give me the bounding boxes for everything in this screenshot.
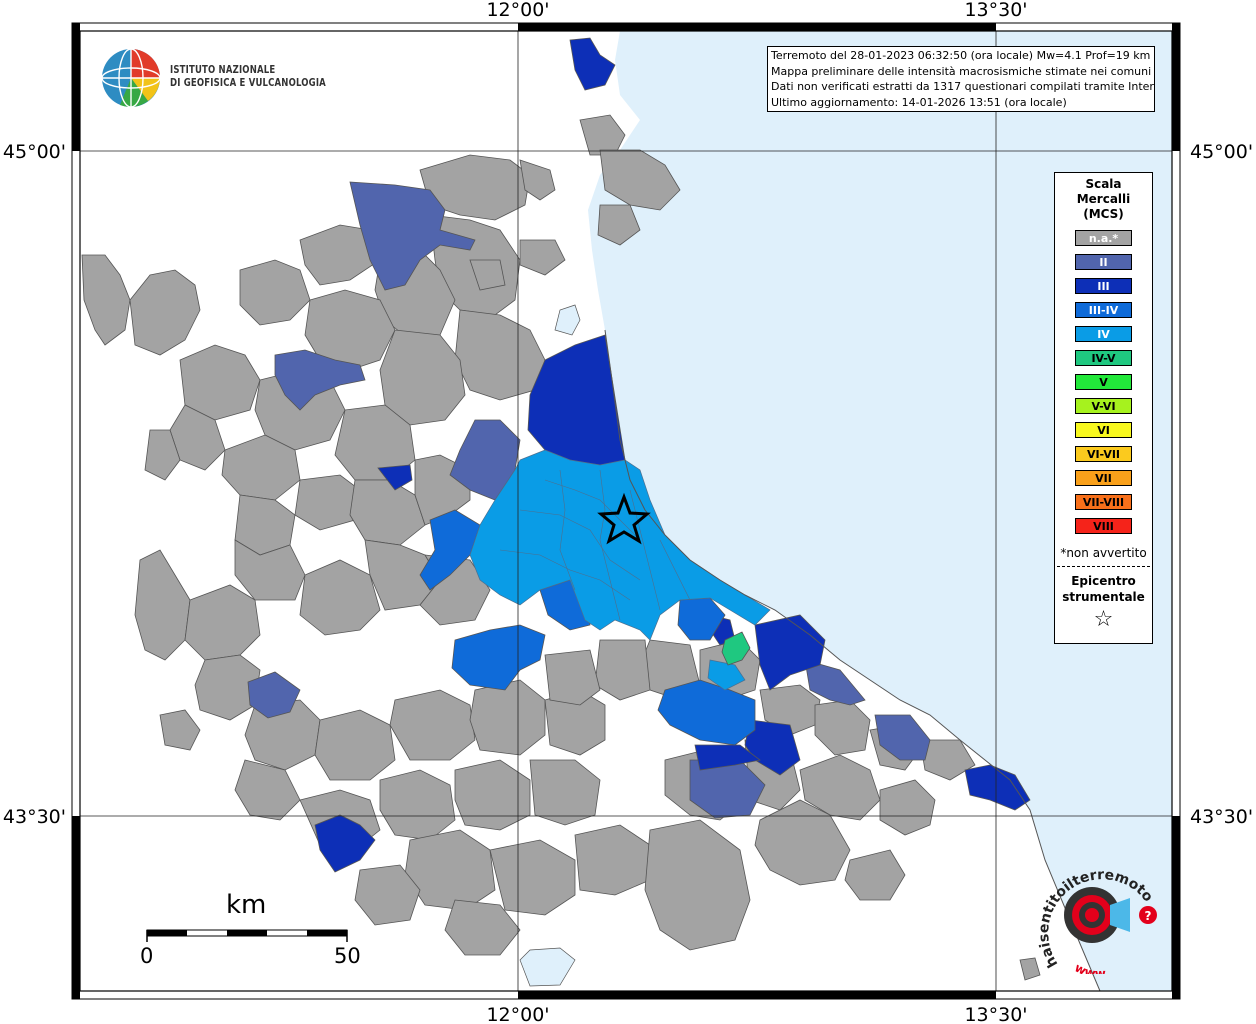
legend-items: n.a.* II III III-IV IV IV-V V V-VI VI VI-VII VII VI… [1055,230,1152,534]
info-line-2: Mappa preliminare delle intensità macros… [771,64,1152,78]
epicenter-star-icon [597,492,651,545]
legend-title-1: Scala [1085,177,1122,191]
info-box: Terremoto del 28-01-2023 06:32:50 (ora l… [767,46,1155,112]
hst-logo-prefix: www. [1072,960,1110,974]
scale-start: 0 [140,944,154,968]
svg-text:haisentitoilterremoto.it: haisentitoilterremoto.it [1034,862,1156,970]
legend-swatch: V-VI [1075,398,1132,414]
intensity-legend: Scala Mercalli (MCS) n.a.* II III III-IV IV I… [1054,172,1153,644]
municipalities-II [247,181,931,819]
ingv-logo: ISTITUTO NAZIONALE DI GEOFISICA E VULCAN… [170,64,343,90]
lat-label-left-top: 45°00' [3,141,66,163]
hst-logo-icon: ? [1064,887,1157,943]
info-line-3: Dati non verificati estratti da 1317 que… [771,80,1155,93]
hst-logo-text: haisentitoilterremoto.it [1034,862,1156,970]
legend-swatch: n.a.* [1075,230,1132,246]
legend-swatch: II [1075,254,1132,270]
legend-na-note: *non avvertito [1060,546,1147,560]
legend-swatch: V [1075,374,1132,390]
legend-swatch: VII [1075,470,1132,486]
legend-swatch: III-IV [1075,302,1132,318]
lon-label-bottom-left: 12°00' [486,1004,549,1024]
legend-swatch: IV [1075,326,1132,342]
legend-swatch: VII-VIII [1075,494,1132,510]
legend-swatch: IV-V [1075,350,1132,366]
legend-swatch: VIII [1075,518,1132,534]
legend-swatch: III [1075,278,1132,294]
scale-unit: km [226,890,267,920]
lon-label-top-left: 12°00' [486,0,549,21]
svg-text:www.: www. [1072,960,1110,974]
legend-epicentro-2: strumentale [1062,590,1145,604]
lon-label-bottom-right: 13°30' [964,1004,1027,1024]
legend-star-icon: ☆ [1093,607,1114,632]
lat-label-left-bottom: 43°30' [3,806,66,828]
legend-title-2: Mercalli [1076,192,1131,206]
scale-end: 50 [334,944,361,968]
hst-logo: haisentitoilterremoto.it www. [1034,862,1156,974]
legend-swatch: VI-VII [1075,446,1132,462]
legend-swatch: VI [1075,422,1132,438]
legend-title-3: (MCS) [1083,207,1124,221]
graticule [80,31,1172,991]
info-line-1: Terremoto del 28-01-2023 06:32:50 (ora l… [771,49,1151,62]
scale-bar [146,929,348,942]
lat-label-right-top: 45°00' [1190,141,1253,163]
ingv-logo-line1: ISTITUTO NAZIONALE [170,64,276,76]
map-frame [71,22,1181,1000]
municipalities-na [81,114,1041,981]
legend-separator [1057,566,1150,567]
ingv-globe-icon [101,48,161,108]
lon-label-top-right: 13°30' [964,0,1027,21]
svg-text:?: ? [1145,909,1152,923]
ingv-logo-line2: DI GEOFISICA E VULCANOLOGIA [170,77,326,89]
adriatic-sea [588,31,1172,991]
lat-label-right-bottom: 43°30' [1190,806,1253,828]
legend-epicentro-1: Epicentro [1071,574,1136,588]
municipality-IV-V [721,631,751,666]
municipalities-IV [469,449,771,691]
info-line-4: Ultimo aggiornamento: 14-01-2026 13:51 (… [771,95,1067,109]
